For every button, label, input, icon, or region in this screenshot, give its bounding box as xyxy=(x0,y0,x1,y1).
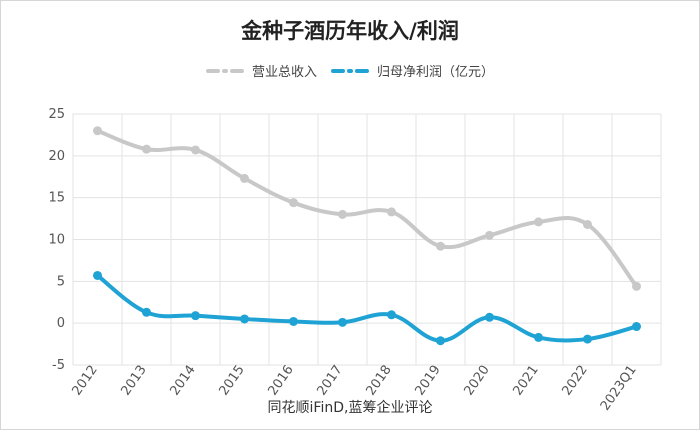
data-point-s0-8 xyxy=(485,230,494,240)
data-point-s0-0 xyxy=(93,126,102,136)
data-point-s1-5 xyxy=(338,317,347,327)
data-point-s1-9 xyxy=(534,332,543,342)
legend-label-revenue: 营业总收入 xyxy=(251,65,317,80)
source-note: 同花顺iFinD,蓝筹企业评论 xyxy=(267,400,433,416)
data-point-s1-4 xyxy=(289,316,298,326)
data-point-s1-1 xyxy=(142,307,151,317)
x-tick-label: 2018 xyxy=(364,363,395,399)
x-tick-label: 2013 xyxy=(119,363,150,399)
x-tick-label: 2020 xyxy=(462,363,493,399)
y-tick-label: 0 xyxy=(57,316,65,331)
data-point-s1-6 xyxy=(387,310,396,320)
y-tick-label: -5 xyxy=(52,358,65,373)
legend-label-profit: 归母净利润（亿元） xyxy=(377,65,495,80)
data-point-s1-10 xyxy=(583,334,592,344)
data-point-s0-1 xyxy=(142,144,151,154)
data-point-s1-0 xyxy=(93,270,102,280)
data-point-s0-5 xyxy=(338,209,347,219)
data-point-s0-9 xyxy=(534,217,543,227)
data-point-s0-6 xyxy=(387,207,396,217)
y-tick-label: 20 xyxy=(48,149,65,164)
x-tick-label: 2021 xyxy=(511,363,542,399)
data-point-s0-7 xyxy=(436,241,445,251)
data-point-s1-2 xyxy=(191,311,200,321)
chart-legend: 营业总收入 归母净利润（亿元） xyxy=(1,61,699,80)
data-point-s0-4 xyxy=(289,198,298,208)
x-tick-label: 2012 xyxy=(70,363,101,399)
x-tick-label: 2022 xyxy=(560,363,591,399)
chart-title: 金种子酒历年收入/利润 xyxy=(241,19,459,43)
x-tick-label: 2017 xyxy=(315,363,346,399)
data-point-s1-11 xyxy=(632,322,641,332)
y-tick-label: 10 xyxy=(48,233,65,248)
legend-swatch-profit xyxy=(331,68,371,73)
x-tick-label: 2015 xyxy=(217,363,248,399)
legend-item-profit: 归母净利润（亿元） xyxy=(331,61,494,80)
y-tick-label: 5 xyxy=(57,274,65,289)
data-point-s1-7 xyxy=(436,336,445,346)
data-point-s0-10 xyxy=(583,219,592,229)
x-tick-label: 2019 xyxy=(413,363,444,399)
legend-item-revenue: 营业总收入 xyxy=(205,61,317,80)
data-point-s0-2 xyxy=(191,145,200,155)
data-point-s0-11 xyxy=(632,281,641,291)
legend-swatch-revenue xyxy=(205,68,246,73)
data-point-s0-3 xyxy=(240,173,249,183)
y-tick-label: 25 xyxy=(48,107,65,122)
x-tick-label: 2014 xyxy=(168,363,199,399)
data-point-s1-8 xyxy=(485,312,494,322)
data-point-s1-3 xyxy=(240,314,249,324)
x-tick-label: 2016 xyxy=(266,363,297,399)
y-tick-label: 15 xyxy=(48,191,65,206)
